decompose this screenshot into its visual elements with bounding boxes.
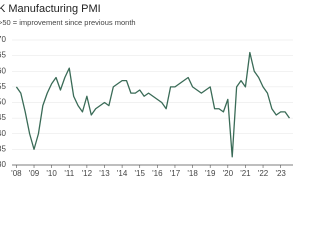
- x-tick-label: '19: [205, 169, 216, 178]
- x-tick-label: '17: [170, 169, 181, 178]
- y-tick-label: 55: [0, 82, 6, 91]
- x-tick-label: '21: [240, 169, 251, 178]
- y-tick-label: 35: [0, 144, 6, 153]
- x-tick-label: '13: [99, 169, 110, 178]
- x-tick-label: '08: [11, 169, 22, 178]
- data-line: [15, 51, 291, 158]
- x-tick-label: '20: [223, 169, 234, 178]
- x-tick-label: '23: [275, 169, 286, 178]
- x-tick-label: '10: [46, 169, 57, 178]
- x-tick-label: '11: [64, 169, 74, 178]
- y-tick-label: 65: [0, 51, 6, 60]
- y-tick-label: 50: [0, 98, 6, 107]
- x-tick-label: '09: [29, 169, 40, 178]
- chart-title: K Manufacturing PMI: [0, 3, 101, 15]
- chart-subtitle: >50 = improvement since previous month: [0, 18, 136, 27]
- chart: K Manufacturing PMI >50 = improvement si…: [0, 3, 293, 178]
- x-tick-label: '22: [258, 169, 269, 178]
- x-tick-label: '12: [82, 169, 93, 178]
- page: {"chart_data": {"type": "line", "title":…: [0, 2, 293, 179]
- x-tick-label: '16: [152, 169, 163, 178]
- x-tick-label: '18: [187, 169, 198, 178]
- x-tick-label: '14: [117, 169, 128, 178]
- y-tick-label: 40: [0, 129, 6, 138]
- y-tick-label: 70: [0, 35, 6, 44]
- y-tick-label: 45: [0, 113, 6, 122]
- y-tick-label: 30: [0, 160, 6, 169]
- x-tick-label: '15: [135, 169, 146, 178]
- y-tick-label: 60: [0, 66, 6, 75]
